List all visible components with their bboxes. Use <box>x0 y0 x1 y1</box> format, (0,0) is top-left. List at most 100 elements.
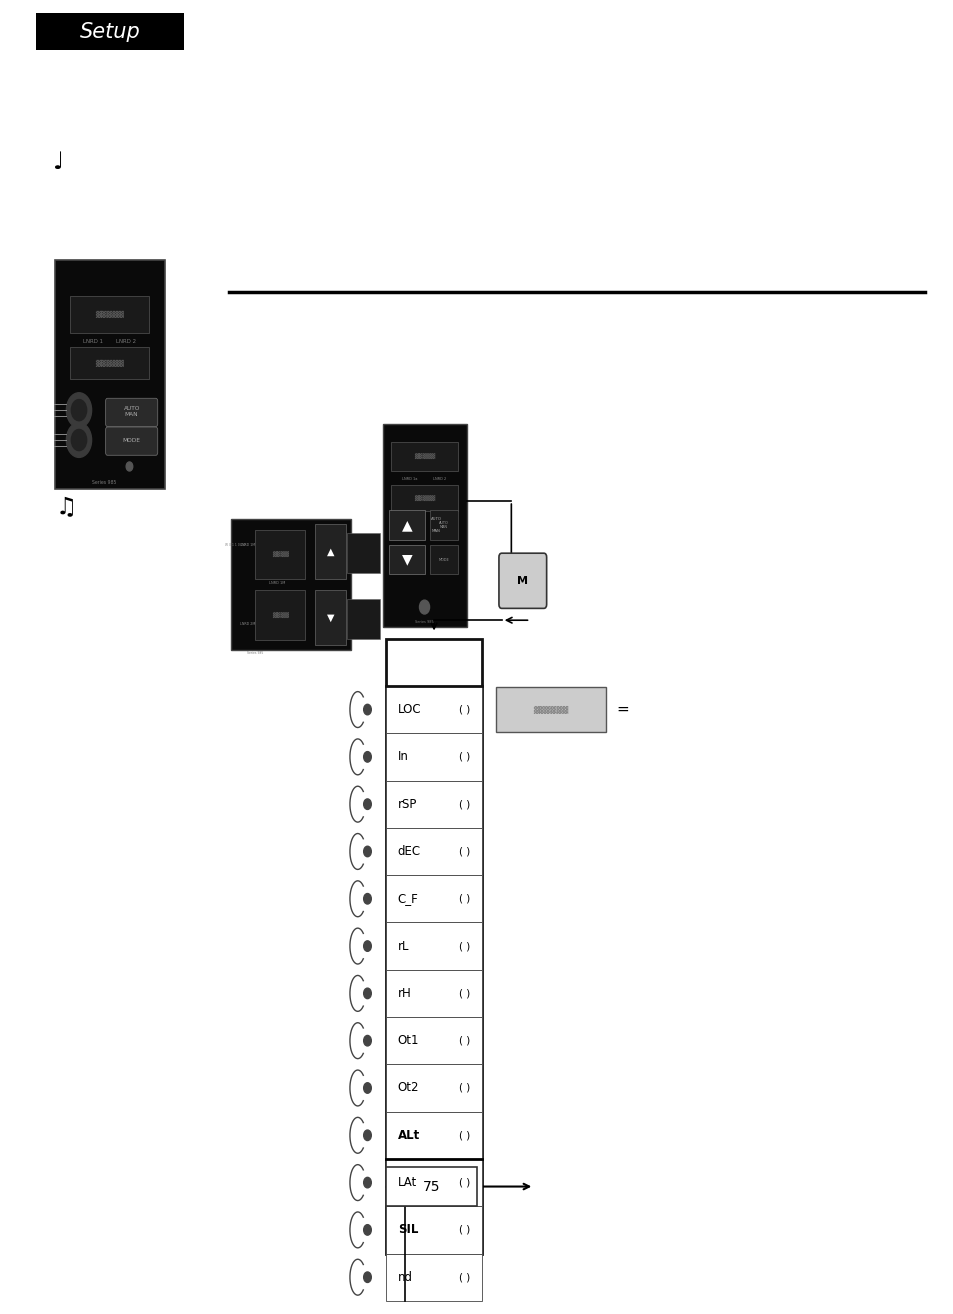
Text: ALt: ALt <box>397 1129 419 1142</box>
Bar <box>386 733 481 781</box>
Bar <box>36 13 184 50</box>
Text: rSP: rSP <box>397 798 416 811</box>
Text: nd: nd <box>397 1271 413 1284</box>
Circle shape <box>363 1130 371 1141</box>
Bar <box>255 530 305 579</box>
Circle shape <box>67 393 91 427</box>
Text: AUTO
MAN: AUTO MAN <box>438 520 448 530</box>
Text: LOC: LOC <box>397 703 421 716</box>
Circle shape <box>363 1272 371 1282</box>
Circle shape <box>67 423 91 457</box>
Text: LNRD 2M: LNRD 2M <box>240 622 255 627</box>
Text: ( ): ( ) <box>458 1035 470 1046</box>
Bar <box>389 510 424 540</box>
Circle shape <box>363 941 371 951</box>
Text: ▓▓▓▓▓▓: ▓▓▓▓▓▓ <box>533 706 568 714</box>
Circle shape <box>419 600 429 614</box>
Text: ▓▓▓▓: ▓▓▓▓ <box>272 552 289 557</box>
Bar <box>386 1206 481 1254</box>
Circle shape <box>363 894 371 904</box>
Text: MODE: MODE <box>123 438 140 443</box>
Text: ▓▓▓▓▓: ▓▓▓▓▓ <box>95 360 124 367</box>
Text: MAN: MAN <box>431 530 439 533</box>
Text: ( ): ( ) <box>458 704 470 715</box>
Circle shape <box>71 430 87 451</box>
Bar <box>386 781 481 828</box>
Bar <box>386 686 481 733</box>
Text: ( ): ( ) <box>458 988 470 999</box>
Circle shape <box>126 463 132 470</box>
Circle shape <box>363 846 371 857</box>
Text: ▼: ▼ <box>401 553 412 566</box>
Bar <box>386 875 481 922</box>
Text: ▲: ▲ <box>401 518 412 532</box>
Text: rL: rL <box>397 940 409 953</box>
Text: =: = <box>616 702 629 717</box>
Text: AUTO
MAN: AUTO MAN <box>123 406 140 417</box>
Bar <box>386 828 481 875</box>
Text: In: In <box>397 750 408 763</box>
Text: ♩: ♩ <box>52 150 64 173</box>
Text: ▓▓▓▓▓: ▓▓▓▓▓ <box>414 495 435 501</box>
Bar <box>314 524 346 579</box>
Bar <box>386 1112 481 1159</box>
Bar <box>347 533 380 573</box>
Text: LNRD 2: LNRD 2 <box>116 339 136 344</box>
Text: LNRD 1: LNRD 1 <box>83 339 103 344</box>
Bar <box>231 519 351 650</box>
Text: dEC: dEC <box>397 845 420 858</box>
Text: SIL: SIL <box>397 1223 417 1236</box>
Bar <box>386 922 481 970</box>
Bar <box>386 1167 476 1206</box>
Bar <box>386 1064 481 1112</box>
Text: ♫: ♫ <box>55 494 76 518</box>
Bar <box>386 1159 481 1206</box>
Bar <box>386 1017 481 1064</box>
Text: LNRD 1M: LNRD 1M <box>268 581 285 586</box>
Bar <box>386 1254 481 1301</box>
Text: ( ): ( ) <box>458 894 470 904</box>
Bar <box>391 485 457 511</box>
Circle shape <box>363 1177 371 1188</box>
Text: ( ): ( ) <box>458 1177 470 1188</box>
Text: rH: rH <box>397 987 411 1000</box>
Text: Series 985: Series 985 <box>247 650 263 656</box>
Text: LNRD 1M: LNRD 1M <box>240 543 255 548</box>
Bar <box>496 687 605 732</box>
Text: Ot1: Ot1 <box>397 1034 419 1047</box>
Text: ▓▓▓▓▓: ▓▓▓▓▓ <box>95 311 124 318</box>
Text: W 0 1 1 0 1 0: W 0 1 1 0 1 0 <box>224 543 245 548</box>
Circle shape <box>363 1225 371 1235</box>
Text: ( ): ( ) <box>458 799 470 809</box>
Text: ▲: ▲ <box>326 547 334 557</box>
Text: ( ): ( ) <box>458 1130 470 1141</box>
Text: ( ): ( ) <box>458 1083 470 1093</box>
Text: ( ): ( ) <box>458 1272 470 1282</box>
Text: ( ): ( ) <box>458 846 470 857</box>
Bar <box>386 639 481 1254</box>
Text: LNRD 2: LNRD 2 <box>433 477 446 481</box>
Text: ▓▓▓▓▓: ▓▓▓▓▓ <box>414 453 435 460</box>
Text: Series 985: Series 985 <box>91 480 116 485</box>
Text: MODE: MODE <box>438 557 449 561</box>
Circle shape <box>363 1035 371 1046</box>
Bar <box>55 259 165 490</box>
Circle shape <box>363 704 371 715</box>
Circle shape <box>363 1083 371 1093</box>
Bar <box>71 347 149 378</box>
Bar <box>429 510 457 540</box>
Text: ( ): ( ) <box>458 752 470 762</box>
Bar <box>389 545 424 574</box>
Text: Series 985: Series 985 <box>415 620 434 624</box>
Circle shape <box>71 399 87 420</box>
Text: M: M <box>517 576 528 586</box>
Circle shape <box>363 799 371 809</box>
Bar <box>386 970 481 1017</box>
Text: 75: 75 <box>422 1180 440 1193</box>
Text: AUTO: AUTO <box>431 518 442 522</box>
Text: ( ): ( ) <box>458 941 470 951</box>
Text: ▓▓▓▓: ▓▓▓▓ <box>272 612 289 618</box>
Text: C_F: C_F <box>397 892 418 905</box>
Bar <box>347 599 380 639</box>
FancyBboxPatch shape <box>106 398 157 427</box>
